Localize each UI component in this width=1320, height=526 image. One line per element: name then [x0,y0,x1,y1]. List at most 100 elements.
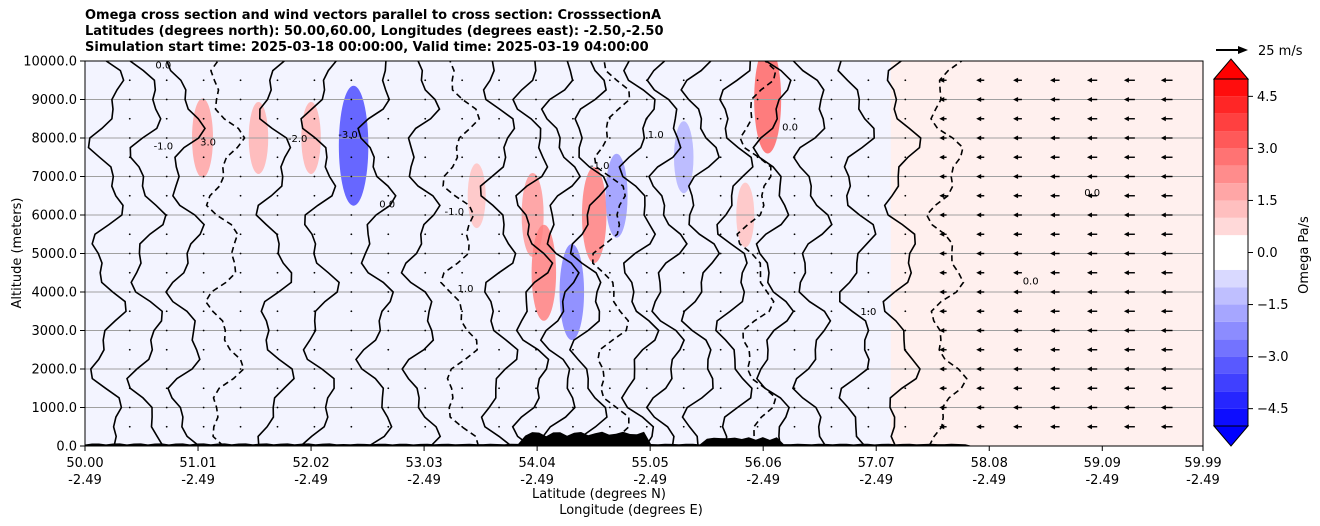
wind-vector-384 [867,348,870,351]
wind-vector-433 [939,135,947,141]
wind-vector-268 [645,387,648,390]
wind-vector-353 [793,214,796,216]
wind-vector-309 [719,329,722,332]
wind-vector-88 [276,194,279,197]
wind-vector-71 [239,156,242,159]
colorbar-band-15 [1214,148,1248,166]
colorbar-band-7 [1214,287,1248,305]
wind-vector-193 [498,368,500,370]
wind-vector-78 [276,387,279,390]
wind-vector-24 [165,329,168,332]
wind-vector-165 [424,175,427,178]
wind-vector-527 [1123,154,1135,160]
wind-vector-22 [165,368,168,370]
wind-vector-256 [608,252,611,255]
contour-label-8: -1.0 [590,161,610,172]
wind-vector-194 [498,348,500,351]
wind-vector-145 [387,194,390,197]
wind-vector-216 [535,291,537,293]
omega-contour-7 [400,61,442,446]
wind-vector-220 [535,214,537,216]
wind-vector-79 [276,368,279,370]
colorbar-tick-label-4: −1.5 [1257,298,1289,313]
wind-vector-400 [904,406,907,409]
wind-vector-236 [572,271,574,274]
wind-vector-179 [461,271,464,274]
wind-vector-278 [645,194,648,197]
wind-vector-261 [608,156,611,159]
wind-vector-154 [424,387,427,390]
wind-vector-272 [645,310,648,313]
wind-vector-420 [939,385,947,391]
wind-vector-66 [239,252,242,255]
wind-vector-411 [904,194,907,197]
wind-vector-312 [719,271,722,274]
wind-vector-181 [461,233,464,236]
wind-vector-164 [424,194,427,197]
wind-vector-419 [939,405,947,410]
wind-vector-471 [1013,135,1022,141]
wind-vector-149 [387,117,390,120]
wind-vector-359 [793,98,796,101]
wind-vector-27 [165,271,168,274]
wind-vector-213 [535,348,537,351]
wind-vector-61 [239,348,242,351]
wind-vector-97 [313,387,316,390]
omega-contour-13 [591,61,631,446]
wind-vector-330 [756,291,759,293]
wind-vector-267 [645,406,648,409]
wind-vector-14 [128,156,131,159]
wind-vector-44 [202,310,205,313]
wind-vector-325 [756,387,759,390]
wind-vector-35 [165,117,168,120]
wind-vector-75 [239,79,242,82]
wind-vector-340 [756,98,759,101]
wind-vector-152 [424,425,427,428]
omega-contour-14 [618,61,660,446]
wind-vector-73 [239,117,242,120]
wind-vector-503 [1086,251,1098,256]
wind-vector-476 [1050,405,1060,410]
wind-vector-358 [793,117,796,120]
wind-vector-478 [1050,366,1060,372]
wind-vector-519 [1123,308,1135,314]
colorbar-band-17 [1214,113,1248,132]
wind-vector-38 [202,425,205,428]
wind-vector-323 [756,425,759,428]
wind-vector-80 [276,348,279,351]
wind-vector-398 [867,79,870,82]
wind-vector-396 [867,117,870,120]
wind-vector-395 [867,137,870,139]
wind-vector-81 [276,329,279,332]
wind-vector-226 [535,98,537,101]
wind-vector-281 [645,137,648,139]
wind-vector-259 [608,194,611,197]
wind-vector-305 [719,406,722,409]
wind-vector-511 [1086,97,1098,102]
omega-contour-6 [355,61,397,446]
wind-vector-67 [239,233,242,236]
wind-vector-399 [904,425,907,428]
wind-vector-424 [939,308,947,314]
wind-vector-125 [350,214,353,216]
wind-vector-518 [1123,328,1135,333]
wind-vector-415 [904,117,907,120]
wind-vector-48 [202,233,205,236]
wind-vector-408 [904,252,907,255]
wind-vector-440 [976,366,985,372]
wind-vector-21 [165,387,168,390]
wind-vector-338 [756,137,759,139]
wind-vector-401 [904,387,907,390]
wind-vector-178 [461,291,464,293]
wind-vector-158 [424,310,427,313]
wind-vector-509 [1086,135,1098,141]
wind-vector-450 [976,174,985,179]
wind-vector-170 [424,79,427,82]
wind-vector-174 [461,368,464,370]
wind-vector-472 [1013,116,1022,122]
wind-vector-57 [239,425,242,428]
contour-label-6: -1.0 [445,207,465,218]
wind-vector-59 [239,387,242,390]
y-tick-label-2: 2000.0 [32,363,78,378]
wind-vector-215 [535,310,537,313]
